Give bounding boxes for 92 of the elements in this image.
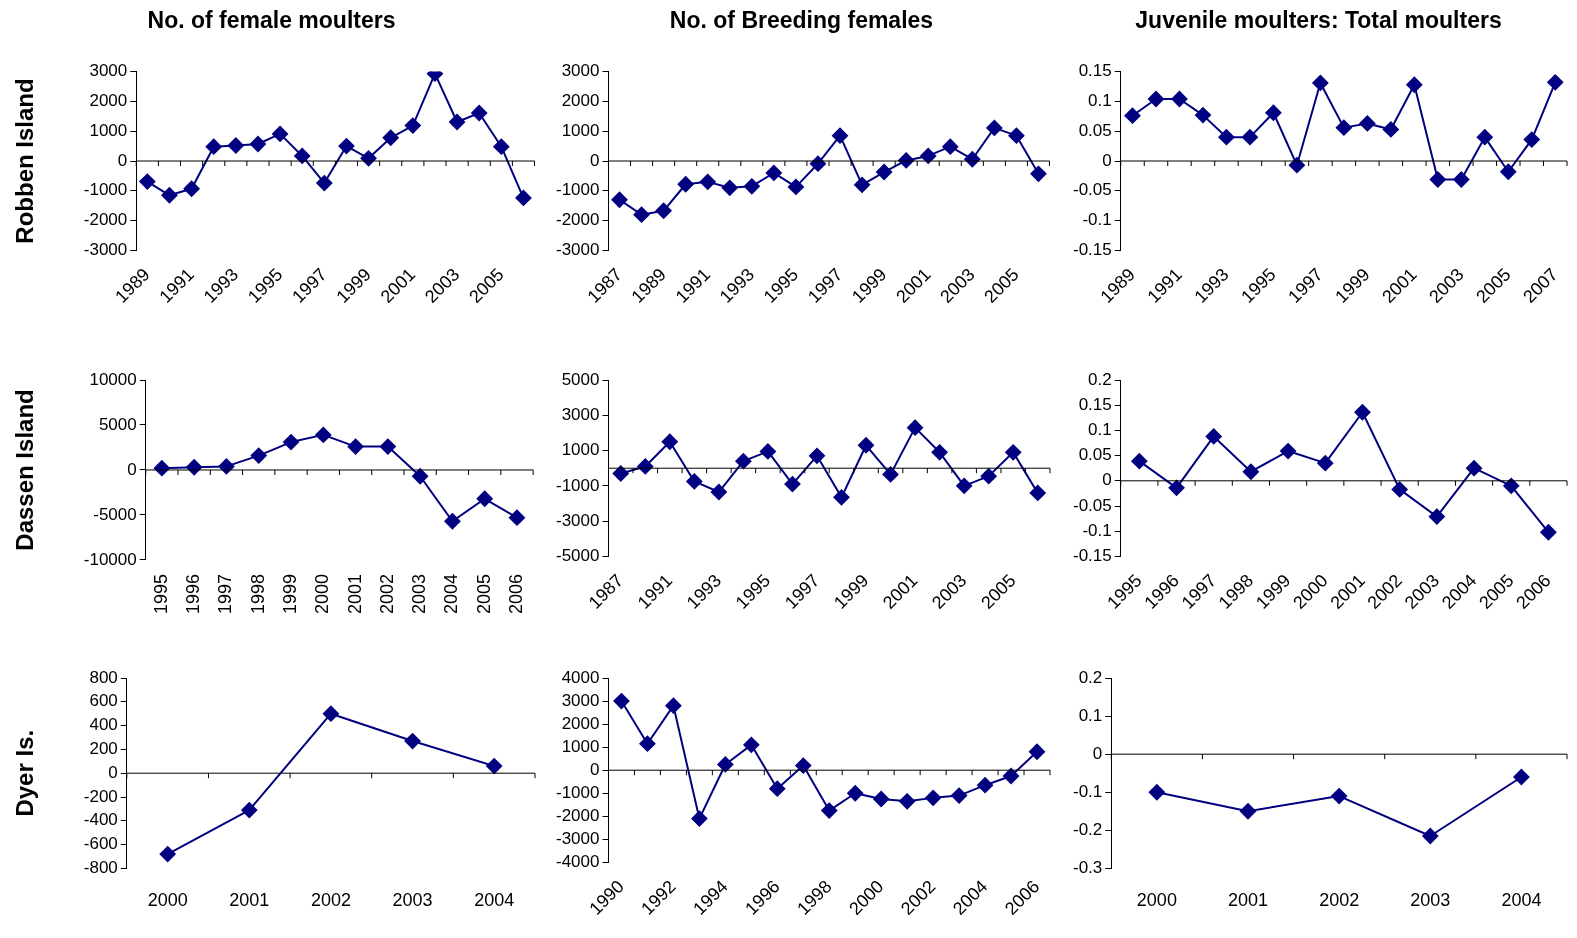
x-tick-label: 2001 [1227,890,1269,911]
y-tick-label: 0 [590,759,600,779]
y-tick-label: -5000 [556,546,600,566]
y-tick-label: 0 [590,150,600,170]
y-tick-label: -3000 [556,240,600,260]
y-axis-title: Robben Island [11,78,39,244]
y-tick-label: -1000 [556,475,600,495]
y-tick-label: -0.1 [1073,781,1103,801]
y-tick-label: 0 [1092,743,1103,763]
y-tick-label: 0.1 [1088,91,1112,111]
y-tick-label: -400 [83,810,118,830]
y-axis-title: Dassen Island [11,389,39,551]
y-tick-label: 0.2 [1078,667,1103,687]
y-tick-label: -3000 [556,829,600,849]
x-tick-label: 2002 [1319,890,1360,911]
y-tick-label: -0.2 [1073,820,1103,840]
y-tick-label: -10000 [83,549,137,569]
y-tick-label: 0.1 [1088,420,1112,440]
y-tick-label: 3000 [561,690,600,710]
y-tick-label: -0.15 [1073,240,1112,260]
x-tick-label: 2001 [344,573,365,614]
x-tick-label: 2006 [505,573,526,614]
y-tick-label: 3000 [561,61,600,81]
y-tick-label: 3000 [561,404,600,424]
x-tick-label: 2000 [1136,890,1177,911]
y-tick-label: 1000 [89,120,128,140]
y-tick-label: 0.05 [1078,445,1112,465]
x-tick-label: 2005 [473,573,494,614]
y-tick-label: 0.2 [1088,369,1112,389]
y-tick-label: 0 [117,150,128,170]
y-tick-label: 2000 [561,713,600,733]
x-tick-label: 2000 [147,890,188,911]
chart-title: Juvenile moulters: Total moulters [1135,7,1502,34]
x-tick-label: 2003 [409,573,430,614]
x-tick-label: 2004 [1501,890,1542,911]
y-tick-label: 0 [127,459,137,479]
y-tick-label: -1000 [556,180,600,200]
y-tick-label: -3000 [556,510,600,530]
y-tick-label: -200 [83,786,118,806]
x-tick-label: 1995 [150,573,171,614]
y-tick-label: -800 [83,858,118,878]
y-tick-label: -1000 [556,782,600,802]
y-tick-label: 1000 [561,120,600,140]
y-tick-label: 200 [89,739,118,759]
y-tick-label: -5000 [93,504,137,524]
y-tick-label: -2000 [556,806,600,825]
y-tick-label: 10000 [89,369,137,389]
y-tick-label: 5000 [561,369,600,389]
chart-title: No. of Breeding females [669,7,934,34]
y-tick-label: 3000 [89,61,128,81]
x-tick-label: 2000 [312,573,333,614]
y-tick-label: 800 [89,667,118,687]
y-tick-label: 2000 [89,91,128,111]
y-axis-title: Dyer Is. [11,729,39,817]
y-tick-label: -0.3 [1073,858,1103,878]
y-tick-label: 4000 [561,667,600,687]
y-tick-label: 1000 [561,736,600,756]
y-tick-label: -0.15 [1073,546,1112,566]
x-tick-label: 2004 [474,890,515,911]
x-tick-label: 1999 [279,573,300,614]
x-tick-label: 1997 [215,573,236,614]
x-tick-label: 2001 [229,890,270,911]
y-tick-label: 5000 [98,414,137,434]
y-tick-label: 1000 [561,440,600,460]
x-tick-label: 2002 [376,573,397,614]
y-tick-label: 600 [89,691,118,711]
y-tick-label: 400 [89,715,118,735]
y-tick-label: -0.1 [1082,210,1112,230]
y-tick-label: 0 [108,762,118,782]
x-tick-label: 1998 [247,573,268,614]
y-tick-label: 0 [1102,150,1112,170]
y-tick-label: -600 [83,834,118,854]
x-tick-label: 2003 [392,890,433,911]
y-tick-label: -2000 [83,210,128,230]
y-tick-label: 2000 [561,91,600,111]
chart-title: No. of female moulters [147,7,396,34]
y-tick-label: -0.05 [1073,495,1112,515]
x-tick-label: 1996 [183,573,204,614]
y-tick-label: 0.15 [1078,61,1112,81]
y-tick-label: 0 [1102,470,1112,490]
y-tick-label: 0.15 [1078,394,1112,414]
x-tick-label: 2003 [1410,890,1451,911]
y-tick-label: 0.05 [1078,120,1112,140]
x-tick-label: 2002 [310,890,351,911]
y-tick-label: -3000 [83,240,128,260]
x-tick-label: 2004 [441,573,462,614]
y-tick-label: -0.05 [1073,180,1112,200]
y-tick-label: 0.1 [1078,705,1103,725]
y-tick-label: -0.1 [1082,520,1112,540]
y-tick-label: -2000 [556,210,600,230]
y-tick-label: -1000 [83,180,128,200]
y-tick-label: -4000 [556,852,600,872]
